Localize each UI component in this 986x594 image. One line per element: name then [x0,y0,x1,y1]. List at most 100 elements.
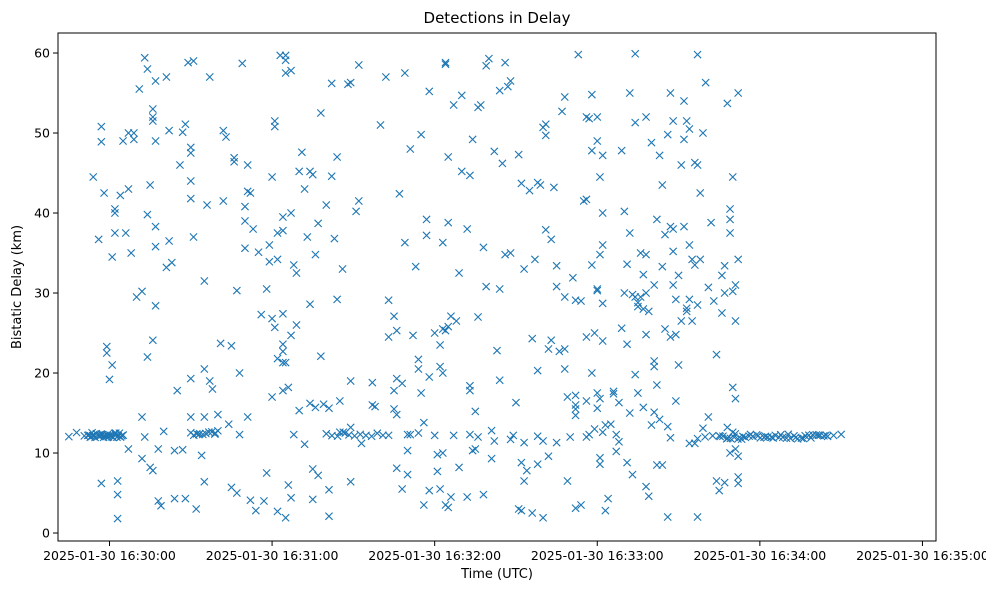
data-point [701,432,710,441]
data-point [642,482,651,491]
data-point [487,426,496,435]
data-point [625,89,634,97]
data-point [682,307,691,316]
data-point [178,445,187,454]
data-point [373,429,382,438]
data-point [422,215,431,224]
data-point [138,413,146,421]
data-point [119,137,128,145]
data-point [284,481,293,489]
data-point [398,379,407,388]
data-point [718,432,727,441]
data-point [669,117,678,125]
data-point [390,312,399,321]
data-point [178,128,187,137]
data-point [205,377,214,385]
data-point [455,269,464,277]
data-point [704,283,713,292]
data-point [723,99,732,108]
data-point [571,401,580,409]
data-point [129,135,138,144]
data-point [165,237,174,245]
data-point [192,505,201,513]
data-point [682,304,691,313]
data-point [720,478,729,487]
data-point [837,430,846,439]
data-point [568,273,577,282]
data-point [517,458,526,467]
data-point [696,189,705,197]
data-point [295,167,304,176]
data-point [734,255,743,264]
data-point [292,269,301,277]
data-point [784,430,793,439]
data-point [733,434,742,443]
data-point [628,470,637,479]
data-point [289,430,298,439]
data-point [728,287,737,296]
data-point [704,413,713,421]
data-point [127,249,136,257]
data-point [181,120,190,129]
data-point [186,374,195,383]
data-point [108,253,117,261]
data-point [623,260,632,269]
data-point [97,137,106,146]
data-point [278,340,287,349]
data-point [111,430,120,439]
data-point [151,222,160,231]
data-point [392,326,401,335]
data-point [658,181,667,189]
data-point [612,430,621,439]
data-point [479,243,488,252]
data-point [346,78,355,87]
data-point [97,479,106,488]
data-point [219,126,228,135]
data-point [731,317,740,325]
data-point [593,389,602,397]
data-point [720,289,729,297]
data-point [346,377,355,385]
data-point [213,426,222,435]
data-point [582,333,591,341]
data-point [471,407,480,416]
x-tick-label: 2025-01-30 16:31:00 [206,548,339,563]
data-point [314,471,323,480]
data-point [715,486,724,495]
data-point [97,122,106,131]
data-point [701,78,710,87]
data-point [677,317,686,325]
data-point [105,375,114,384]
data-point [457,91,466,100]
data-point [571,391,580,400]
data-point [186,413,195,421]
data-point [799,434,808,443]
data-point [669,225,678,233]
data-point [400,238,409,247]
y-tick-label: 30 [34,286,50,301]
data-point [95,430,104,439]
data-point [520,438,529,447]
data-point [671,330,680,339]
data-point [669,281,678,289]
data-point [246,496,255,505]
data-point [639,305,648,313]
data-point [444,503,453,512]
data-point [257,310,266,319]
data-point [186,177,195,185]
data-point [278,226,287,235]
data-point [346,477,355,486]
data-point [666,333,675,341]
data-point [769,434,778,442]
data-point [433,450,442,459]
data-point [642,289,651,297]
data-point [292,321,301,329]
data-point [162,73,171,81]
data-point [403,470,412,479]
data-point [324,512,333,521]
data-point [392,464,401,473]
data-point [644,492,653,501]
data-point [642,250,651,259]
data-point [316,109,325,117]
